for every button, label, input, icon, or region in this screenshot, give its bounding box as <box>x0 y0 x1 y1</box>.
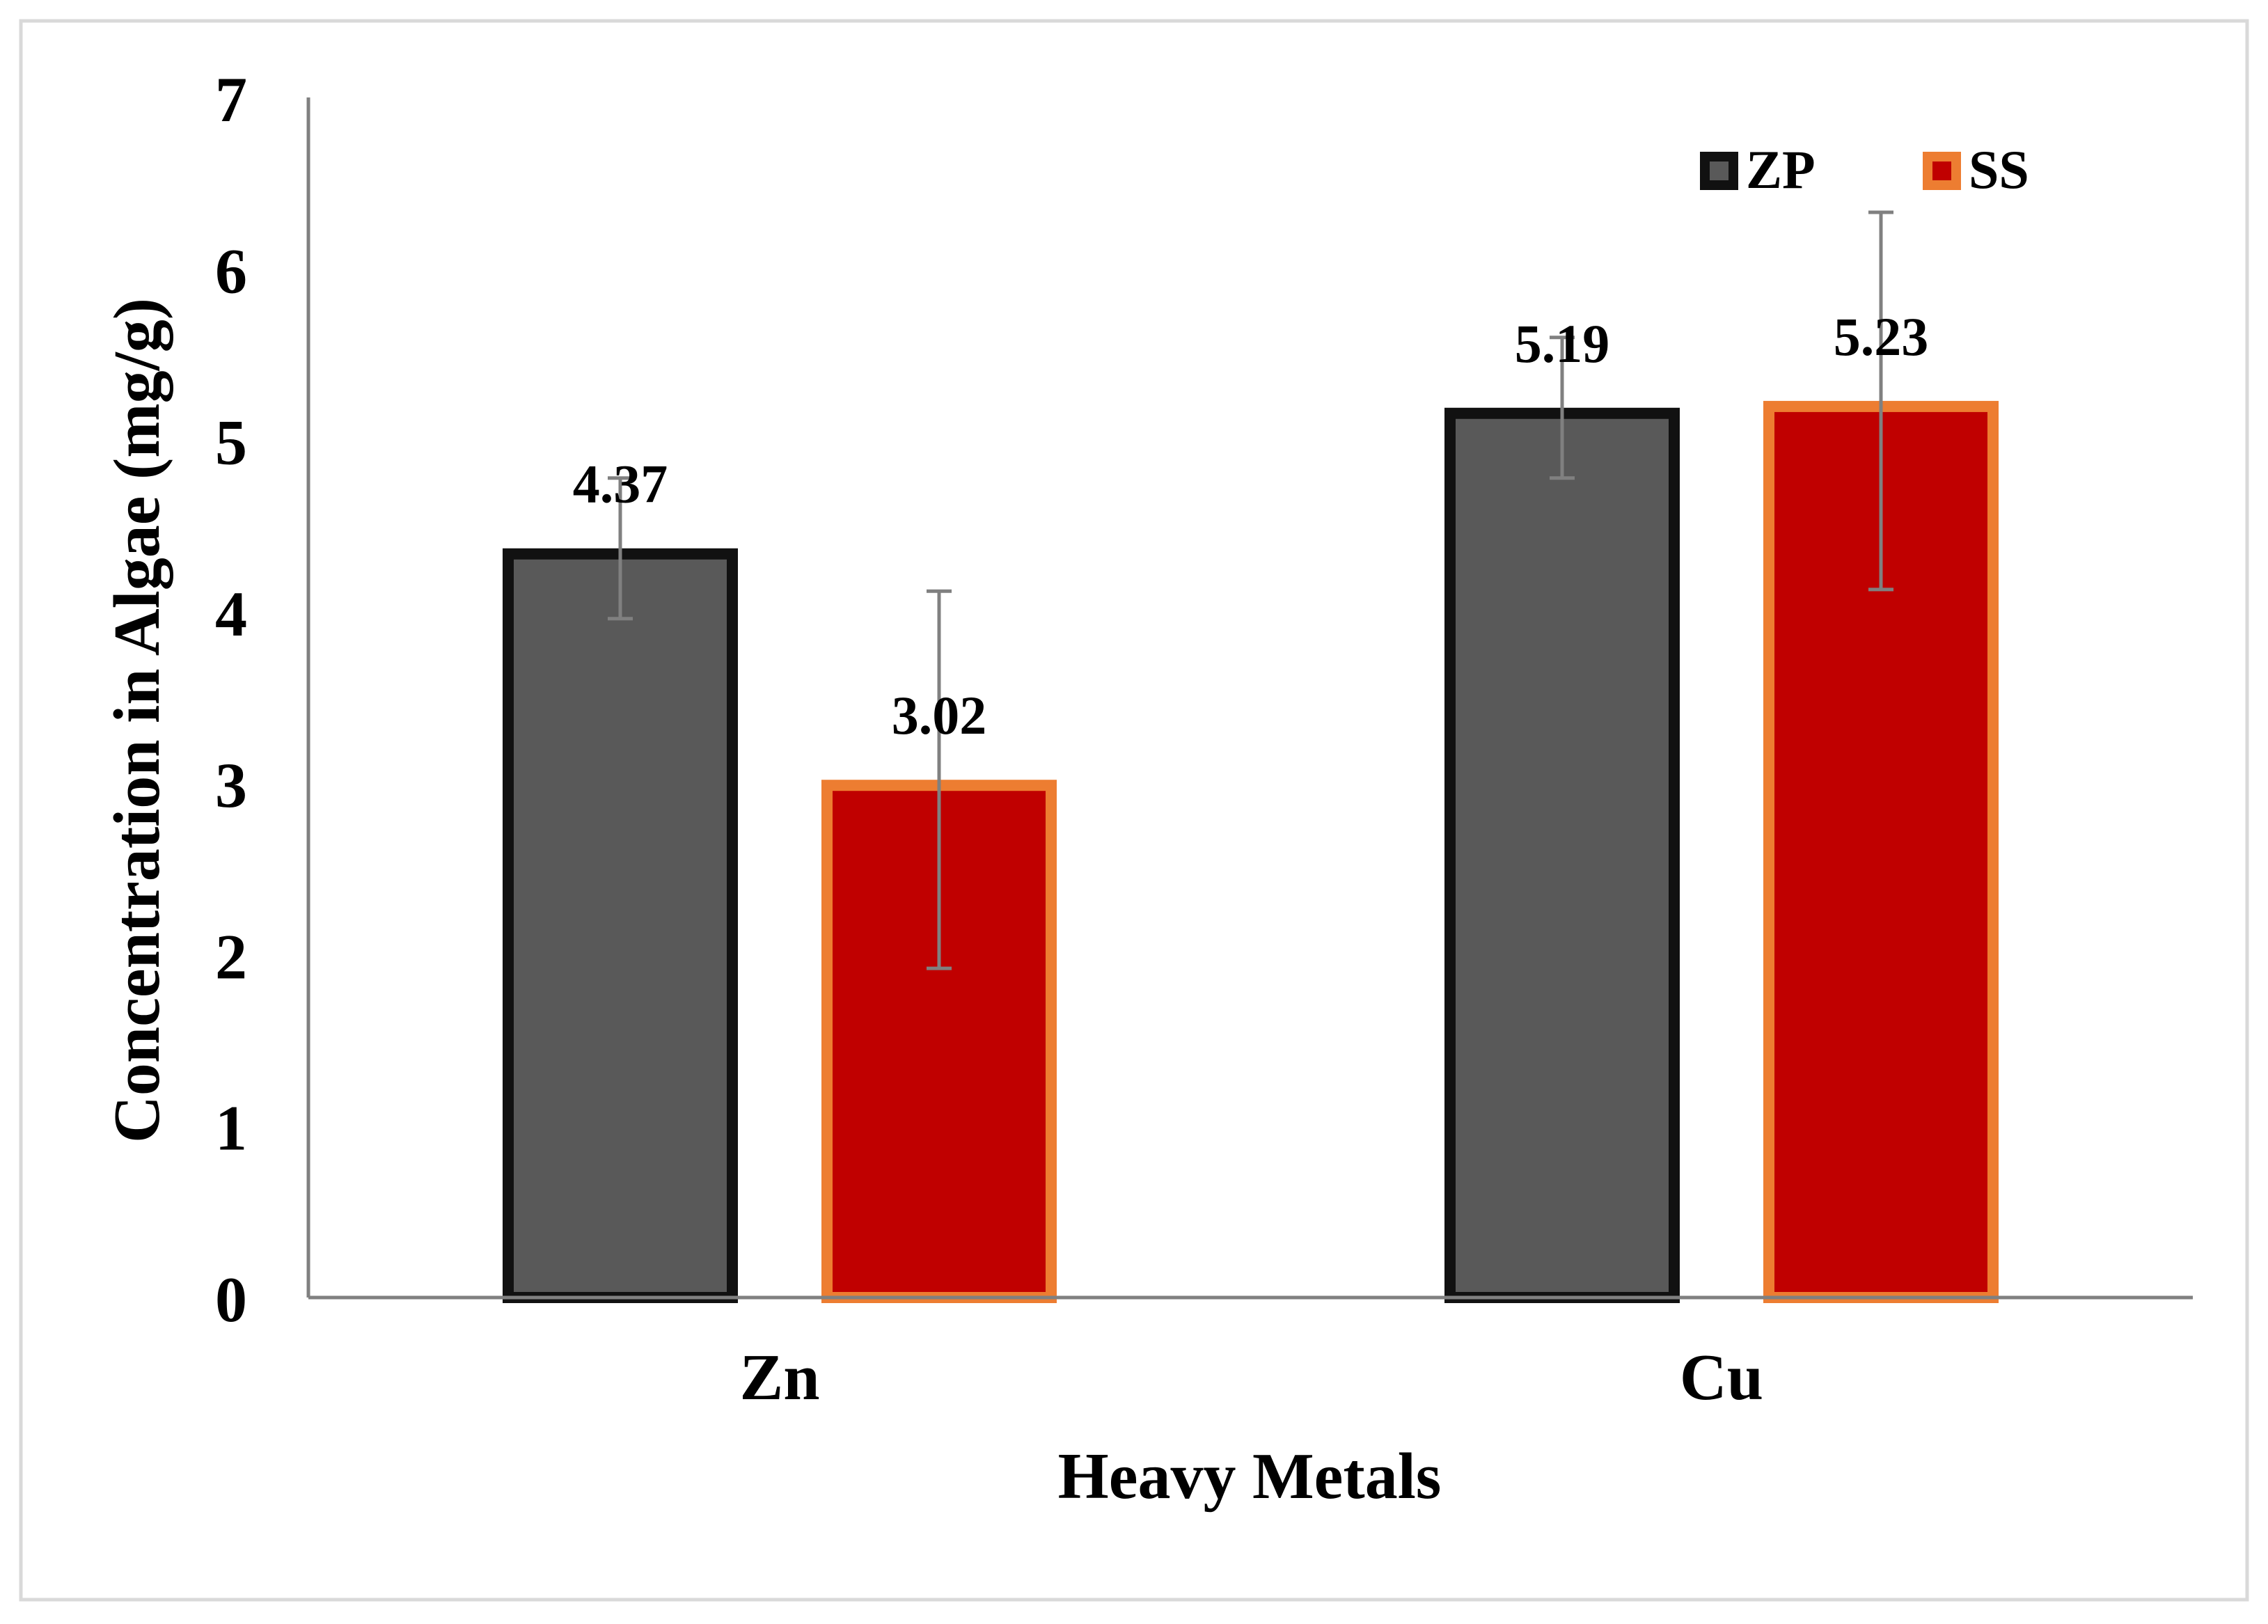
y-axis-title: Concentration in Algae (mg/g) <box>101 298 173 1143</box>
bar-zp-cu <box>1444 407 1680 1304</box>
bar-zp-zn <box>503 548 738 1303</box>
y-tick-label: 6 <box>215 235 247 306</box>
y-tick-label: 7 <box>215 64 247 135</box>
y-tick-label: 1 <box>215 1093 247 1164</box>
y-tick-label: 0 <box>215 1264 247 1335</box>
data-label: 3.02 <box>892 685 987 746</box>
data-labels: 4.37 5.19 3.02 5.23 <box>573 306 1929 746</box>
x-axis-category-labels: Zn Cu <box>740 1341 1764 1414</box>
y-axis-ticks: 0 1 2 3 4 5 6 7 <box>215 64 247 1335</box>
y-tick-label: 2 <box>215 921 247 992</box>
legend: ZP SS <box>1700 139 2029 200</box>
data-label: 4.37 <box>573 454 668 514</box>
y-tick-label: 5 <box>215 407 247 478</box>
x-category-label: Zn <box>740 1341 820 1414</box>
legend-swatch-ss <box>1923 152 1961 190</box>
legend-label: ZP <box>1746 139 1816 200</box>
data-label: 5.19 <box>1515 313 1610 374</box>
legend-swatch-zp <box>1700 152 1738 190</box>
y-tick-label: 4 <box>215 578 247 649</box>
data-label: 5.23 <box>1834 306 1929 367</box>
x-axis-title: Heavy Metals <box>1058 1440 1442 1513</box>
y-tick-label: 3 <box>215 750 247 821</box>
error-bars <box>608 210 1893 970</box>
legend-label: SS <box>1969 139 2029 200</box>
x-category-label: Cu <box>1680 1341 1763 1414</box>
bars <box>503 400 1999 1304</box>
